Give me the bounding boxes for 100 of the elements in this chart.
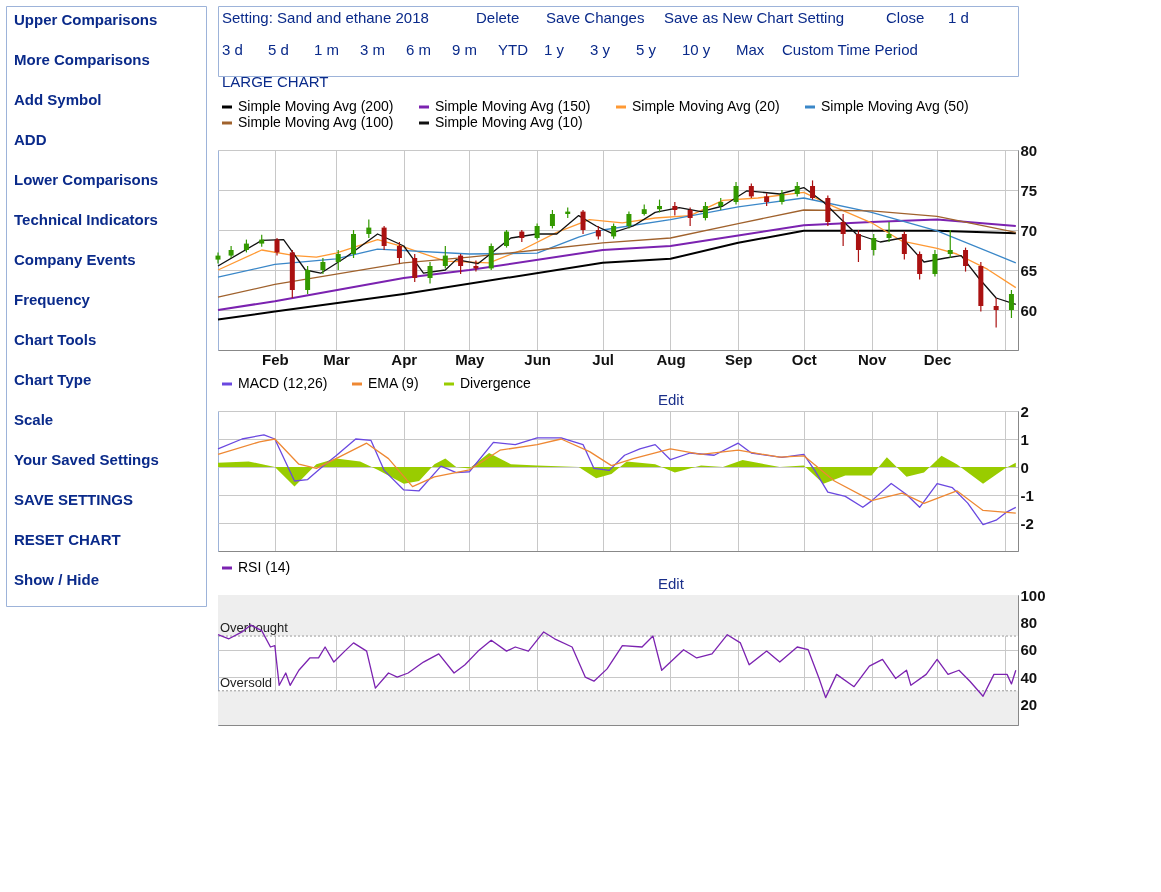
text: Max — [736, 41, 765, 58]
y-tick-label: 0 — [1020, 458, 1029, 476]
text: Edit — [658, 391, 685, 408]
text: Edit — [658, 575, 685, 592]
y-tick-label: 60 — [1020, 301, 1038, 319]
text: 10 y — [682, 41, 711, 58]
legend-label: Divergence — [460, 375, 532, 391]
legend-label: MACD (12,26) — [238, 375, 328, 391]
ref-line-label: Oversold — [220, 674, 273, 690]
x-tick-label: Aug — [656, 350, 686, 368]
candlestick — [871, 233, 877, 257]
candlestick — [396, 241, 402, 265]
y-tick-label: 70 — [1020, 221, 1038, 239]
x-tick-label: Jun — [524, 350, 551, 368]
candlestick — [901, 231, 907, 261]
text: 3 m — [360, 41, 386, 58]
y-tick-label: 1 — [1020, 430, 1029, 448]
candlestick — [963, 247, 969, 273]
y-tick-label: -2 — [1020, 514, 1034, 532]
text: ADD — [14, 131, 47, 148]
line-series — [217, 218, 1017, 311]
candlestick — [932, 249, 938, 277]
legend-label: Simple Moving Avg (200) — [238, 98, 394, 114]
x-tick-label: Sep — [724, 350, 753, 368]
text: RESET CHART — [14, 531, 121, 548]
text: Add Symbol — [14, 91, 102, 108]
candlestick — [580, 209, 586, 235]
text: Lower Comparisons — [14, 171, 159, 188]
text: Close — [886, 9, 925, 26]
x-tick-label: May — [455, 350, 486, 368]
legend-label: Simple Moving Avg (10) — [435, 114, 583, 130]
text: SAVE SETTINGS — [14, 491, 133, 508]
candlestick — [442, 245, 448, 269]
text: 1 d — [948, 9, 969, 26]
text: Upper Comparisons — [14, 11, 158, 28]
text: 3 d — [222, 41, 243, 58]
candlestick — [458, 253, 464, 275]
candlestick — [351, 229, 357, 259]
text: 9 m — [452, 41, 478, 58]
candlestick — [702, 201, 708, 221]
text: Frequency — [14, 291, 91, 308]
candlestick — [1008, 289, 1014, 319]
ref-line-label: Overbought — [220, 620, 289, 636]
text: Save Changes — [546, 9, 645, 26]
y-tick-label: 60 — [1020, 641, 1038, 659]
candlestick — [733, 181, 739, 205]
text: Chart Tools — [14, 331, 97, 348]
candlestick — [305, 265, 311, 295]
candlestick — [687, 207, 693, 227]
candlestick — [810, 179, 816, 201]
text: LARGE CHART — [222, 73, 329, 90]
y-tick-label: 2 — [1020, 402, 1029, 420]
text: 5 d — [268, 41, 289, 58]
line-series — [217, 209, 1017, 298]
legend-label: Simple Moving Avg (50) — [821, 98, 969, 114]
x-tick-label: Feb — [261, 350, 289, 368]
text: 1 m — [314, 41, 340, 58]
text: 1 y — [544, 41, 565, 58]
line-series — [217, 438, 1017, 514]
line-series — [217, 624, 1017, 699]
legend-label: RSI (14) — [238, 559, 291, 575]
text: Delete — [476, 9, 520, 26]
candlestick — [855, 229, 861, 263]
text: 6 m — [406, 41, 432, 58]
line-series — [217, 229, 1017, 321]
text: 5 y — [636, 41, 657, 58]
candlestick — [549, 209, 555, 229]
candlestick — [917, 251, 923, 281]
candlestick — [840, 213, 846, 247]
y-tick-label: 40 — [1020, 668, 1038, 686]
y-tick-label: 80 — [1020, 141, 1038, 159]
text: Scale — [14, 411, 54, 428]
x-tick-label: Jul — [592, 350, 615, 368]
legend-label: Simple Moving Avg (20) — [632, 98, 780, 114]
text: Company Events — [14, 251, 136, 268]
y-tick-label: -1 — [1020, 486, 1034, 504]
candlestick — [886, 221, 892, 243]
x-tick-label: Nov — [857, 350, 887, 368]
candlestick — [825, 195, 831, 227]
text: More Comparisons — [14, 51, 150, 68]
text: Show / Hide — [14, 571, 100, 588]
candlestick — [335, 249, 341, 271]
candlestick — [993, 297, 999, 329]
x-tick-label: Dec — [923, 350, 952, 368]
candlestick — [366, 219, 372, 239]
y-tick-label: 20 — [1020, 695, 1038, 713]
text: Setting: Sand and ethane 2018 — [222, 9, 429, 26]
legend-label: Simple Moving Avg (150) — [435, 98, 591, 114]
candlestick — [947, 229, 953, 259]
x-tick-label: Oct — [791, 350, 817, 368]
text: Custom Time Period — [782, 41, 918, 58]
text: Your Saved Settings — [14, 451, 159, 468]
line-series — [217, 434, 1017, 526]
y-tick-label: 100 — [1020, 586, 1046, 604]
text: Save as New Chart Setting — [664, 9, 845, 26]
text: Chart Type — [14, 371, 92, 388]
y-tick-label: 75 — [1020, 181, 1038, 199]
y-tick-label: 65 — [1020, 261, 1038, 279]
text: Technical Indicators — [14, 211, 158, 228]
candlestick — [412, 253, 418, 283]
